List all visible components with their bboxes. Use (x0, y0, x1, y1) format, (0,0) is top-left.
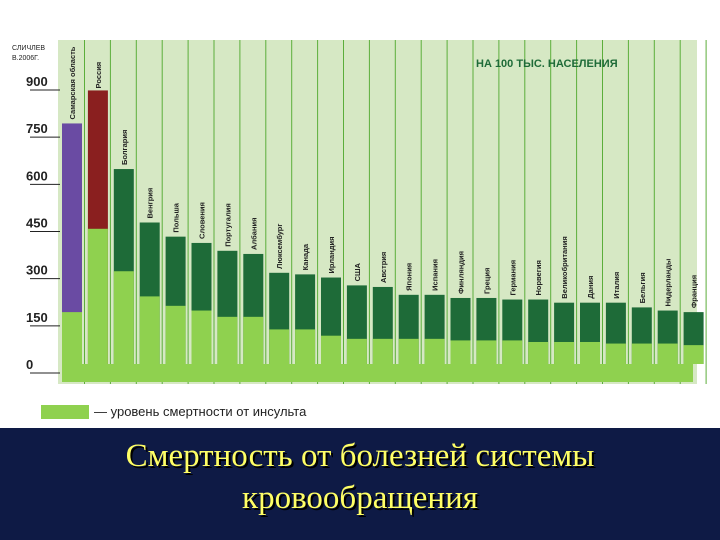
y-tick-label: 750 (26, 121, 48, 136)
slide-title-line2: кровообращения (242, 480, 478, 516)
source-note-line1: СЛИЧЛЕВ (12, 45, 45, 52)
baseline-band (62, 364, 693, 382)
bar-label: Люксембург (275, 223, 284, 268)
bar-label: Албания (249, 218, 258, 250)
y-tick-label: 600 (26, 168, 48, 183)
bar-stroke (476, 340, 497, 364)
bar-label: Германия (508, 260, 517, 296)
bar-stroke (554, 341, 575, 364)
bar-stroke (321, 335, 341, 364)
bar-label: Испания (431, 259, 440, 291)
bar-label: Венгрия (146, 188, 155, 219)
bar-label: Самарская область (68, 46, 77, 119)
chart-panel: Самарская область Россия Болгария Венгрия По… (0, 20, 720, 428)
bar-stroke (191, 310, 212, 364)
slide-footer-band (0, 428, 720, 540)
bar-label: Нидерланды (664, 259, 673, 307)
bar-label: Бельгия (638, 272, 647, 303)
bar-stroke (217, 316, 238, 364)
bar-label: Португалия (223, 203, 232, 247)
gridlines (84, 40, 707, 384)
y-tick-label: 450 (26, 216, 48, 231)
bar-stroke (502, 340, 523, 364)
source-note-line2: В.2006Г. (12, 55, 39, 62)
bar-stroke (605, 343, 626, 364)
bar-stroke (295, 329, 316, 364)
bar-stroke (631, 343, 652, 364)
bar-stroke (243, 316, 264, 364)
bar-stroke (346, 338, 367, 364)
bar-stroke (398, 338, 419, 364)
bar-stroke (580, 341, 600, 364)
mortality-bar-chart: Самарская область Россия Болгария Венгрия По… (12, 40, 707, 419)
bar-total (62, 123, 82, 364)
bar-label: Норвегия (534, 260, 543, 295)
bar-stroke (113, 271, 134, 364)
bar-stroke (62, 312, 82, 364)
bar-label: Япония (405, 263, 414, 291)
bar-stroke (87, 228, 108, 364)
bar-label: США (353, 262, 362, 281)
bar-label: Греция (482, 268, 491, 294)
bar-label: Франция (690, 275, 699, 308)
bar-label: Польша (172, 202, 181, 232)
bar-stroke (683, 345, 704, 364)
chart-title: НА 100 ТЫС. НАСЕЛЕНИЯ (476, 58, 618, 70)
bars (62, 90, 704, 382)
y-tick-label: 0 (26, 357, 33, 372)
bar-stroke (372, 338, 393, 364)
y-tick-label: 150 (26, 310, 48, 325)
bar-labels: Самарская область Россия Болгария Венгрия По… (68, 46, 699, 308)
bar-stroke (165, 305, 186, 364)
bar-label: Россия (94, 62, 103, 89)
bar-stroke (269, 329, 290, 364)
bar-stroke (139, 296, 160, 364)
slide-title-line1: Смертность от болезней системы (125, 438, 595, 474)
bar-label: Канада (301, 243, 310, 270)
bar-label: Италия (612, 272, 621, 299)
y-axis: 0 150 300 450 600 750 900 (26, 74, 60, 374)
bar-label: Австрия (379, 252, 388, 283)
bar-label: Словения (198, 202, 207, 239)
bar-label: Финляндия (457, 251, 466, 294)
legend-label: — уровень смертности от инсульта (94, 404, 307, 419)
bar-stroke (657, 343, 678, 364)
legend-swatch-stroke (41, 405, 89, 419)
y-tick-label: 900 (26, 74, 48, 89)
bar-stroke (528, 341, 549, 364)
bar-label: Ирландия (327, 237, 336, 274)
y-tick-label: 300 (26, 263, 48, 278)
bar-label: Дания (586, 276, 595, 299)
bar-stroke (424, 338, 445, 364)
bar-stroke (450, 340, 471, 364)
bar-label: Великобритания (560, 236, 569, 298)
bar-label: Болгария (120, 130, 129, 165)
